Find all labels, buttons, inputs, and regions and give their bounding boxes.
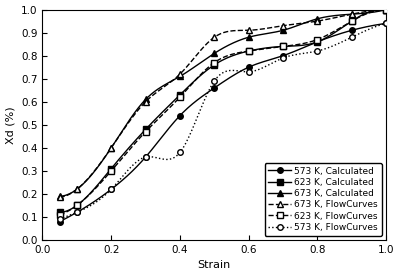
Line: 623 K, Calculated: 623 K, Calculated [57,7,389,215]
623 K, FlowCurves [315,38,320,41]
673 K, Calculated [246,36,251,39]
623 K, Calculated [384,8,388,11]
573 K, Calculated [109,188,114,191]
573 K, Calculated [143,155,148,159]
573 K, Calculated [315,40,320,44]
573 K, FlowCurves [315,49,320,53]
573 K, Calculated [350,29,354,32]
673 K, FlowCurves [143,100,148,104]
673 K, FlowCurves [178,72,182,76]
623 K, Calculated [57,211,62,214]
673 K, FlowCurves [109,146,114,150]
623 K, FlowCurves [212,61,217,64]
Line: 623 K, FlowCurves: 623 K, FlowCurves [57,7,389,217]
Y-axis label: Xd (%): Xd (%) [6,106,16,144]
673 K, Calculated [384,8,388,11]
673 K, Calculated [315,17,320,20]
573 K, FlowCurves [74,211,79,214]
623 K, Calculated [109,167,114,170]
673 K, FlowCurves [212,36,217,39]
623 K, Calculated [143,128,148,131]
673 K, FlowCurves [74,188,79,191]
573 K, FlowCurves [246,70,251,73]
623 K, Calculated [281,45,286,48]
673 K, FlowCurves [350,12,354,16]
573 K, FlowCurves [178,151,182,154]
Line: 673 K, FlowCurves: 673 K, FlowCurves [57,7,389,200]
673 K, FlowCurves [246,29,251,32]
673 K, Calculated [109,146,114,150]
573 K, Calculated [212,86,217,90]
573 K, FlowCurves [350,36,354,39]
573 K, FlowCurves [143,155,148,159]
673 K, Calculated [74,188,79,191]
673 K, FlowCurves [281,24,286,27]
623 K, FlowCurves [178,95,182,99]
573 K, FlowCurves [281,56,286,60]
673 K, FlowCurves [384,8,388,11]
623 K, Calculated [350,19,354,23]
673 K, Calculated [281,29,286,32]
623 K, FlowCurves [281,45,286,48]
573 K, FlowCurves [212,79,217,83]
673 K, Calculated [57,195,62,198]
623 K, Calculated [178,93,182,97]
573 K, Calculated [281,54,286,57]
623 K, FlowCurves [143,130,148,133]
623 K, Calculated [246,49,251,53]
573 K, Calculated [384,22,388,25]
X-axis label: Strain: Strain [198,261,231,270]
623 K, FlowCurves [246,49,251,53]
Line: 573 K, FlowCurves: 573 K, FlowCurves [57,21,389,222]
623 K, FlowCurves [57,213,62,216]
623 K, Calculated [212,63,217,67]
573 K, FlowCurves [109,188,114,191]
573 K, Calculated [178,114,182,117]
623 K, FlowCurves [384,8,388,11]
673 K, Calculated [212,52,217,55]
573 K, FlowCurves [57,218,62,221]
Legend: 573 K, Calculated, 623 K, Calculated, 673 K, Calculated, 673 K, FlowCurves, 623 : 573 K, Calculated, 623 K, Calculated, 67… [265,163,382,235]
573 K, Calculated [246,65,251,69]
573 K, FlowCurves [384,22,388,25]
673 K, FlowCurves [57,196,62,199]
673 K, Calculated [350,12,354,16]
623 K, FlowCurves [350,19,354,23]
Line: 573 K, Calculated: 573 K, Calculated [57,21,389,224]
623 K, Calculated [315,40,320,44]
623 K, FlowCurves [109,169,114,172]
573 K, Calculated [57,220,62,223]
673 K, Calculated [178,75,182,78]
623 K, Calculated [74,204,79,207]
673 K, FlowCurves [315,19,320,23]
623 K, FlowCurves [74,204,79,207]
573 K, Calculated [74,211,79,214]
673 K, Calculated [143,98,148,101]
Line: 673 K, Calculated: 673 K, Calculated [57,7,389,199]
